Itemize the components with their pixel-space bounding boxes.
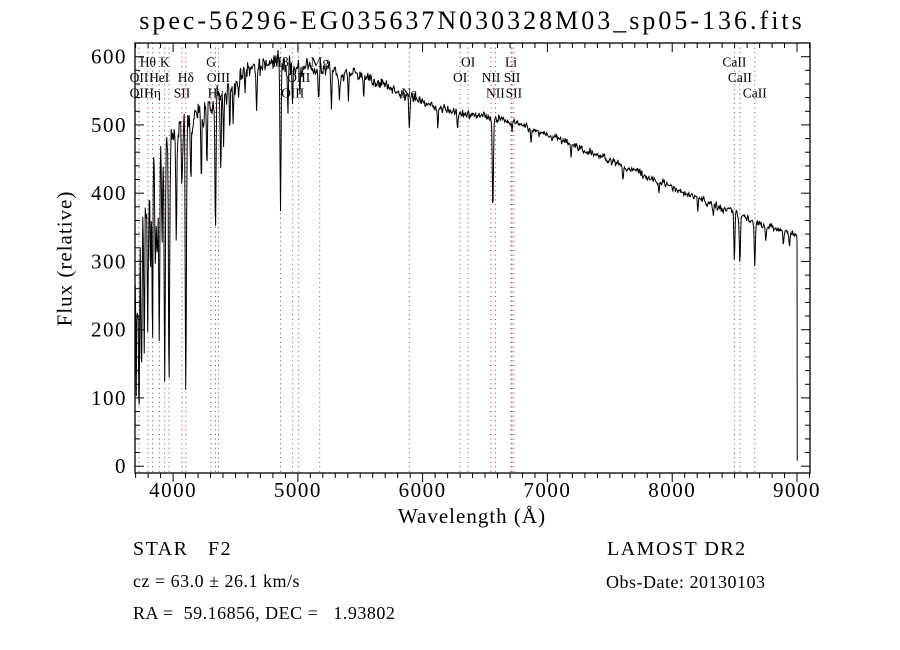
spectral-line-label: SII (506, 86, 523, 101)
plot-title: spec-56296-EG035637N030328M03_sp05-136.f… (139, 6, 805, 35)
spectral-line-label: SII (504, 70, 521, 85)
y-tick-label: 0 (115, 454, 127, 478)
obs-date-label: Obs-Date: 20130103 (606, 572, 766, 592)
y-tick-label: 100 (91, 386, 127, 410)
spectral-line-label: G (206, 55, 216, 70)
spectral-line-label: CaII (728, 70, 752, 85)
y-tick-label: 200 (91, 318, 127, 342)
spectral-line-label: K (160, 55, 170, 70)
spectral-line-label: SII (174, 86, 191, 101)
spectral-line-label: Hη (144, 86, 161, 101)
x-tick-label: 9000 (773, 478, 821, 502)
x-axis-label: Wavelength (Å) (397, 504, 547, 528)
y-axis-label: Flux (relative) (52, 190, 77, 327)
x-tick-label: 4000 (149, 478, 197, 502)
x-tick-label: 7000 (523, 478, 571, 502)
spectral-line-label: Mg (310, 55, 329, 70)
spectral-line-label: HeI (149, 70, 170, 85)
x-tick-label: 5000 (274, 478, 322, 502)
flux-curve (134, 49, 798, 461)
spectral-line-label: OIII (207, 70, 231, 85)
y-tick-label: 300 (91, 249, 127, 273)
spectral-line-label: CaII (743, 86, 767, 101)
ra-dec-value: RA = 59.16856, DEC = 1.93802 (133, 603, 396, 623)
y-tick-label: 600 (91, 45, 127, 69)
spectral-line-label: OII (130, 70, 149, 85)
spectral-line-label: Hγ (208, 86, 224, 101)
y-tick-label: 400 (91, 181, 127, 205)
spectral-line-label: NII (482, 70, 501, 85)
x-tick-label: 8000 (648, 478, 696, 502)
axis-box (134, 42, 811, 474)
spectral-line-label: OI (453, 70, 468, 85)
spectral-line-label: CaII (722, 55, 746, 70)
spectral-line-label: Hθ (140, 55, 156, 70)
survey-label: LAMOST DR2 (607, 538, 747, 560)
spectral-line-label: OI (461, 55, 476, 70)
y-tick-label: 500 (91, 113, 127, 137)
object-class-label: STAR F2 (133, 538, 233, 560)
x-tick-label: 6000 (399, 478, 447, 502)
spectral-line-label: Hδ (178, 70, 194, 85)
spectral-line-label: NII (486, 86, 505, 101)
cz-value: cz = 63.0 ± 26.1 km/s (133, 571, 301, 591)
spectral-line-label: Li (505, 55, 517, 70)
